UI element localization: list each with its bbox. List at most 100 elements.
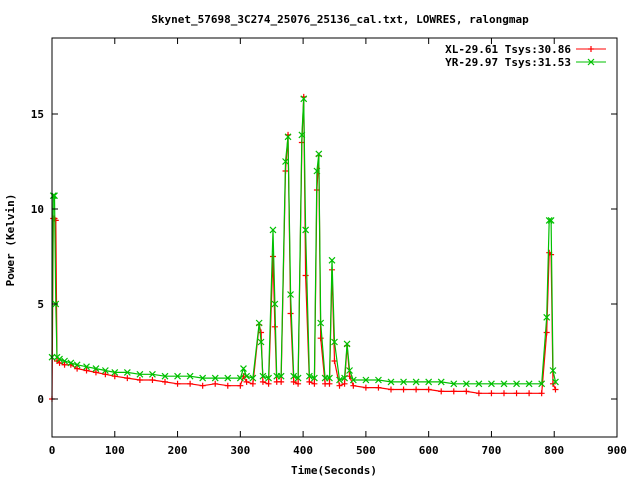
plot-frame (51, 37, 618, 438)
data-point (336, 376, 343, 384)
data-point (552, 378, 559, 386)
data-point (255, 319, 263, 327)
data-point (501, 390, 507, 397)
data-point (162, 378, 168, 385)
data-point (277, 372, 285, 380)
chart-title: Skynet_57698_3C274_25076_25136_cal.txt, … (151, 13, 529, 26)
data-point (174, 372, 181, 380)
x-tick-label: 800 (544, 444, 564, 457)
data-point (513, 390, 520, 397)
data-point (317, 319, 325, 327)
x-tick-label: 900 (607, 444, 627, 457)
data-point (199, 382, 206, 389)
data-point (298, 131, 306, 139)
data-point (51, 192, 58, 200)
data-point (400, 386, 407, 393)
legend-marker-1 (587, 58, 595, 66)
data-point (265, 380, 272, 387)
data-point (49, 192, 57, 200)
data-point (237, 382, 244, 389)
data-point (463, 388, 470, 395)
data-point (67, 359, 75, 367)
data-point (302, 272, 309, 279)
x-tick-label: 700 (482, 444, 502, 457)
data-point (488, 380, 495, 388)
data-point (243, 378, 250, 385)
y-tick-label: 15 (31, 108, 44, 121)
data-point (56, 359, 63, 366)
data-point (271, 300, 279, 308)
data-point (362, 384, 369, 391)
data-point (375, 384, 382, 391)
data-point (243, 372, 251, 380)
data-point (161, 372, 169, 380)
data-point (450, 380, 458, 388)
data-point (425, 378, 433, 386)
data-point (326, 380, 333, 387)
data-point (83, 363, 90, 371)
data-point (543, 313, 551, 321)
data-point (311, 380, 318, 387)
y-tick-label: 5 (37, 298, 44, 311)
data-point (199, 374, 207, 382)
data-point (545, 216, 553, 224)
data-point (350, 382, 357, 389)
data-point (287, 291, 294, 298)
legend-label-xl: XL-29.61 Tsys:30.86 (445, 43, 571, 56)
data-point (83, 367, 90, 374)
data-point (269, 226, 277, 234)
series-line-0 (51, 96, 557, 400)
data-point (249, 380, 256, 387)
data-point (295, 380, 302, 387)
data-point (549, 367, 557, 374)
data-point (543, 329, 550, 336)
legend: XL-29.61 Tsys:30.86 YR-29.97 Tsys:31.53 (445, 43, 606, 69)
data-point (341, 380, 348, 387)
x-tick-label: 400 (293, 444, 313, 457)
data-point (526, 390, 533, 397)
data-point (61, 357, 68, 365)
data-point (52, 217, 59, 224)
data-point (73, 361, 81, 369)
data-point (346, 367, 353, 374)
data-point (269, 253, 276, 260)
data-point (413, 386, 420, 393)
data-point (343, 340, 351, 348)
data-point (331, 338, 338, 346)
data-point (174, 380, 181, 387)
x-axis-label: Time(Seconds) (291, 464, 377, 477)
data-point (211, 374, 219, 382)
data-point (336, 382, 343, 389)
data-point (259, 372, 267, 380)
data-point (310, 374, 318, 382)
data-point (552, 386, 559, 393)
data-point (136, 370, 144, 378)
data-point (101, 367, 109, 374)
data-point (313, 167, 321, 175)
legend-label-yr: YR-29.97 Tsys:31.53 (445, 56, 571, 69)
data-point (462, 380, 470, 388)
data-point (124, 375, 131, 382)
data-point (236, 374, 244, 382)
data-point (186, 372, 194, 380)
data-point (306, 378, 313, 385)
data-point (425, 386, 432, 393)
data-point (475, 390, 482, 397)
data-point (400, 378, 407, 386)
data-point (56, 355, 63, 363)
data-point (224, 382, 231, 389)
data-point (328, 256, 336, 264)
data-point (278, 378, 285, 385)
plot-series-group (48, 93, 559, 402)
data-point (488, 390, 495, 397)
data-point (305, 372, 313, 380)
data-point (302, 226, 310, 234)
data-point (282, 158, 289, 165)
data-point (249, 374, 257, 382)
data-point (61, 361, 68, 368)
data-point (74, 365, 81, 372)
data-point (362, 376, 370, 384)
data-point (525, 380, 533, 388)
x-tick-label: 500 (356, 444, 376, 457)
